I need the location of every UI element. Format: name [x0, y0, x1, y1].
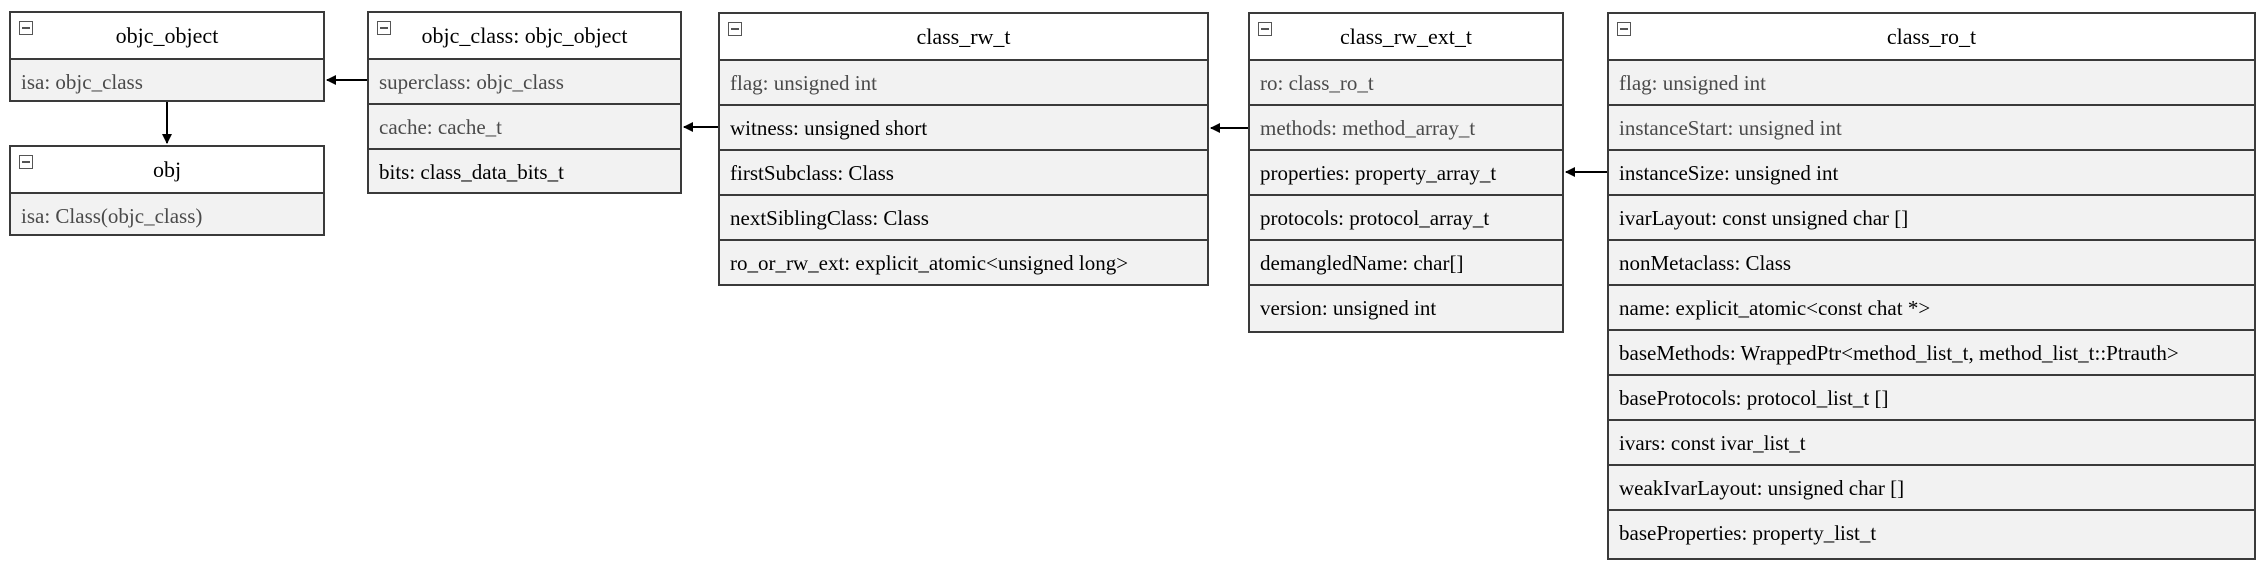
field-row: flag: unsigned int — [720, 61, 1207, 106]
field-row: baseProtocols: protocol_list_t [] — [1609, 376, 2254, 421]
class-box-class-rw-t[interactable]: class_rw_t flag: unsigned int witness: u… — [718, 12, 1209, 286]
field-row: ivarLayout: const unsigned char [] — [1609, 196, 2254, 241]
field-row: cache: cache_t — [369, 105, 680, 150]
class-title: objc_object — [115, 23, 219, 48]
field-row: ro: class_ro_t — [1250, 61, 1562, 106]
field-row: baseProperties: property_list_t — [1619, 521, 1877, 545]
class-title: class_rw_ext_t — [1340, 24, 1472, 49]
class-box-class-rw-ext-t[interactable]: class_rw_ext_t ro: class_ro_t methods: m… — [1248, 12, 1564, 333]
class-header: class_rw_t — [720, 14, 1207, 61]
field-row: isa: Class(objc_class) — [21, 204, 203, 228]
class-title: objc_class: objc_object — [421, 23, 628, 48]
field-row: weakIvarLayout: unsigned char [] — [1609, 466, 2254, 511]
field-row: methods: method_array_t — [1250, 106, 1562, 151]
class-box-obj[interactable]: obj isa: Class(objc_class) — [9, 145, 325, 236]
field-row: nextSiblingClass: Class — [720, 196, 1207, 241]
class-header: class_rw_ext_t — [1250, 14, 1562, 61]
field-row: name: explicit_atomic<const chat *> — [1609, 286, 2254, 331]
collapse-icon[interactable] — [377, 21, 391, 35]
field-row: flag: unsigned int — [1609, 61, 2254, 106]
class-box-objc-object[interactable]: objc_object isa: objc_class — [9, 11, 325, 102]
field-row: instanceStart: unsigned int — [1609, 106, 2254, 151]
class-header: objc_object — [11, 13, 323, 60]
collapse-icon[interactable] — [19, 21, 33, 35]
class-box-class-ro-t[interactable]: class_ro_t flag: unsigned int instanceSt… — [1607, 12, 2256, 560]
class-title: class_ro_t — [1886, 24, 1977, 49]
field-row: nonMetaclass: Class — [1609, 241, 2254, 286]
collapse-icon[interactable] — [1617, 22, 1631, 36]
collapse-icon[interactable] — [728, 22, 742, 36]
class-header: objc_class: objc_object — [369, 13, 680, 60]
field-row: properties: property_array_t — [1250, 151, 1562, 196]
field-row: protocols: protocol_array_t — [1250, 196, 1562, 241]
collapse-icon[interactable] — [19, 155, 33, 169]
field-row: version: unsigned int — [1260, 296, 1437, 320]
class-title: class_rw_t — [916, 24, 1011, 49]
class-box-objc-class[interactable]: objc_class: objc_object superclass: objc… — [367, 11, 682, 194]
field-row: witness: unsigned short — [720, 106, 1207, 151]
collapse-icon[interactable] — [1258, 22, 1272, 36]
field-row: instanceSize: unsigned int — [1609, 151, 2254, 196]
field-row: baseMethods: WrappedPtr<method_list_t, m… — [1609, 331, 2254, 376]
field-row: ivars: const ivar_list_t — [1609, 421, 2254, 466]
class-header: obj — [11, 147, 323, 194]
field-row: bits: class_data_bits_t — [379, 160, 564, 184]
field-row: ro_or_rw_ext: explicit_atomic<unsigned l… — [730, 251, 1129, 275]
class-header: class_ro_t — [1609, 14, 2254, 61]
field-row: demangledName: char[] — [1250, 241, 1562, 286]
class-title: obj — [152, 157, 182, 182]
field-row: firstSubclass: Class — [720, 151, 1207, 196]
field-row: isa: objc_class — [21, 70, 143, 94]
field-row: superclass: objc_class — [369, 60, 680, 105]
